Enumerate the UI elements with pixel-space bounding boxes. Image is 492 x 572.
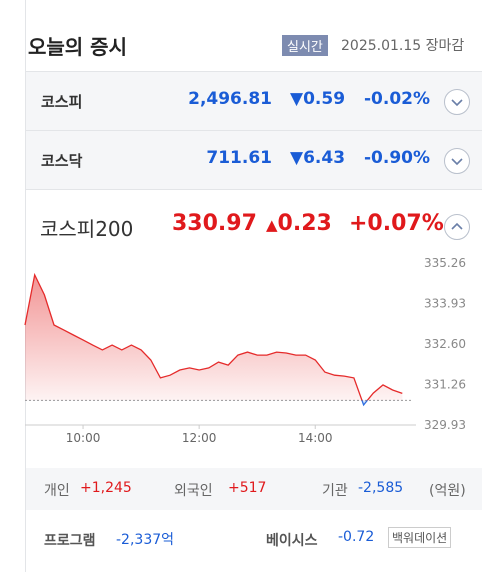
index-row[interactable]: 코스피 2,496.81 ▼0.59 -0.02% (26, 71, 482, 130)
index-value: 711.61 (206, 148, 272, 168)
index-change: ▼0.59 (290, 89, 346, 109)
change-value: 6.43 (303, 148, 346, 168)
index-name: 코스피 (41, 93, 83, 111)
investor-value: +1,245 (80, 480, 132, 496)
investor-value: +517 (228, 480, 267, 496)
featured-name: 코스피200 (40, 217, 134, 241)
chart: 335.26 333.93 332.60 331.26 329.93 10:00 12:00… (24, 256, 466, 445)
date: 2025.01.15 장마감 (341, 38, 465, 54)
investor-label: 개인 (44, 483, 70, 499)
divider (26, 189, 482, 190)
change-value: 0.59 (303, 89, 346, 109)
y-tick-label: 333.93 (424, 296, 466, 310)
index-rate: -0.02% (364, 89, 431, 109)
badge: 실시간 (282, 35, 328, 56)
y-tick-label: 335.26 (424, 256, 466, 270)
x-tick-label: 10:00 (66, 431, 101, 445)
investor-label: 기관 (322, 483, 348, 499)
basis-label: 베이시스 (266, 533, 318, 549)
basis-tag: 백워데이션 (388, 527, 452, 548)
index-value: 2,496.81 (188, 89, 272, 109)
x-tick-label: 12:00 (182, 431, 217, 445)
investor-label: 외국인 (174, 483, 213, 499)
index-name: 코스닥 (41, 152, 83, 170)
expand-button[interactable] (444, 148, 470, 174)
y-tick-label: 332.60 (424, 337, 466, 351)
area (25, 274, 403, 401)
index-row[interactable]: 코스닥 711.61 ▼6.43 -0.90% (26, 130, 482, 189)
basis-value: -0.72 (338, 529, 375, 545)
y-tick-label: 329.93 (424, 418, 466, 432)
index-rate: -0.90% (364, 148, 431, 168)
program-label: 프로그램 (44, 533, 96, 549)
featured-rate: +0.07% (349, 211, 444, 236)
investor-value: -2,585 (358, 480, 404, 496)
title: 오늘의 증시 (28, 35, 127, 59)
collapse-button[interactable] (444, 214, 470, 240)
left-border (25, 0, 26, 572)
change-value: 0.23 (277, 211, 332, 236)
unit: (억원) (429, 483, 466, 499)
expand-button[interactable] (444, 89, 470, 115)
y-tick-label: 331.26 (424, 378, 466, 392)
featured-change: ▲0.23 (266, 211, 332, 236)
x-tick-label: 14:00 (298, 431, 333, 445)
program-value: -2,337억 (116, 532, 175, 548)
area-below (25, 400, 403, 405)
investor-bar: 개인 +1,245 외국인 +517 기관 -2,585 (억원) (26, 468, 482, 510)
index-change: ▼6.43 (290, 148, 346, 168)
line (24, 272, 403, 401)
featured-value: 330.97 (172, 211, 257, 236)
